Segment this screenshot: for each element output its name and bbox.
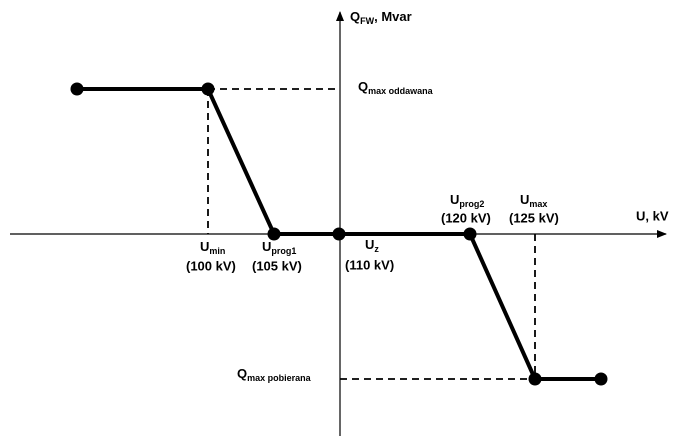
node xyxy=(70,82,84,96)
node xyxy=(201,82,215,96)
point-value: (125 kV) xyxy=(509,210,559,225)
point-label: Umin xyxy=(200,239,225,256)
point-value: (120 kV) xyxy=(441,210,491,225)
level-label: Qmax oddawana xyxy=(358,79,434,96)
point-label: Uz xyxy=(365,237,379,254)
point-label: Uprog2 xyxy=(450,192,484,209)
point-label: Uprog1 xyxy=(262,239,296,256)
node xyxy=(463,227,477,241)
point-label: Umax xyxy=(520,192,547,209)
nodes xyxy=(70,82,608,386)
node xyxy=(594,372,608,386)
node xyxy=(528,372,542,386)
guide-lower xyxy=(340,234,536,380)
node xyxy=(332,227,346,241)
point-value: (105 kV) xyxy=(252,258,302,273)
guide-upper xyxy=(207,88,340,234)
point-value: (100 kV) xyxy=(186,258,236,273)
node xyxy=(267,227,281,241)
level-label: Qmax pobierana xyxy=(237,366,312,383)
point-value: (110 kV) xyxy=(345,257,394,272)
y-axis-label: QFW, Mvar xyxy=(350,9,412,26)
characteristic xyxy=(77,87,601,381)
x-axis-label: U, kV xyxy=(636,208,669,223)
